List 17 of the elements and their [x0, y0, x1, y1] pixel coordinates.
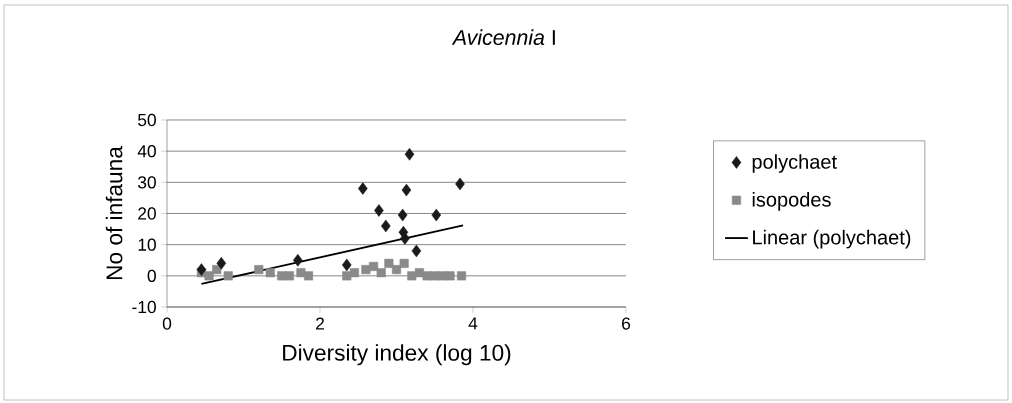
legend-label: Linear (polychaet) [753, 229, 911, 249]
y-tick-label: 20 [138, 207, 156, 220]
x-axis-title: Diversity index (log 10) [283, 344, 511, 366]
y-tick-label: 10 [138, 238, 156, 251]
chart-title: Avicennia I [451, 29, 555, 46]
legend-label: isopodes [752, 191, 831, 211]
y-tick-label: 0 [147, 269, 156, 282]
x-tick-label: 0 [162, 317, 172, 330]
y-tick-label: 40 [137, 145, 156, 158]
y-tick-label: 30 [137, 176, 156, 189]
x-tick-label: 6 [622, 317, 631, 330]
y-tick-label: -10 [132, 300, 156, 314]
x-tick-label: 4 [468, 317, 478, 330]
legend-label: polychaet [752, 154, 837, 173]
y-tick-label: 50 [138, 113, 156, 127]
y-axis-title: No of infauna [105, 146, 123, 280]
x-tick-label: 2 [316, 317, 324, 330]
